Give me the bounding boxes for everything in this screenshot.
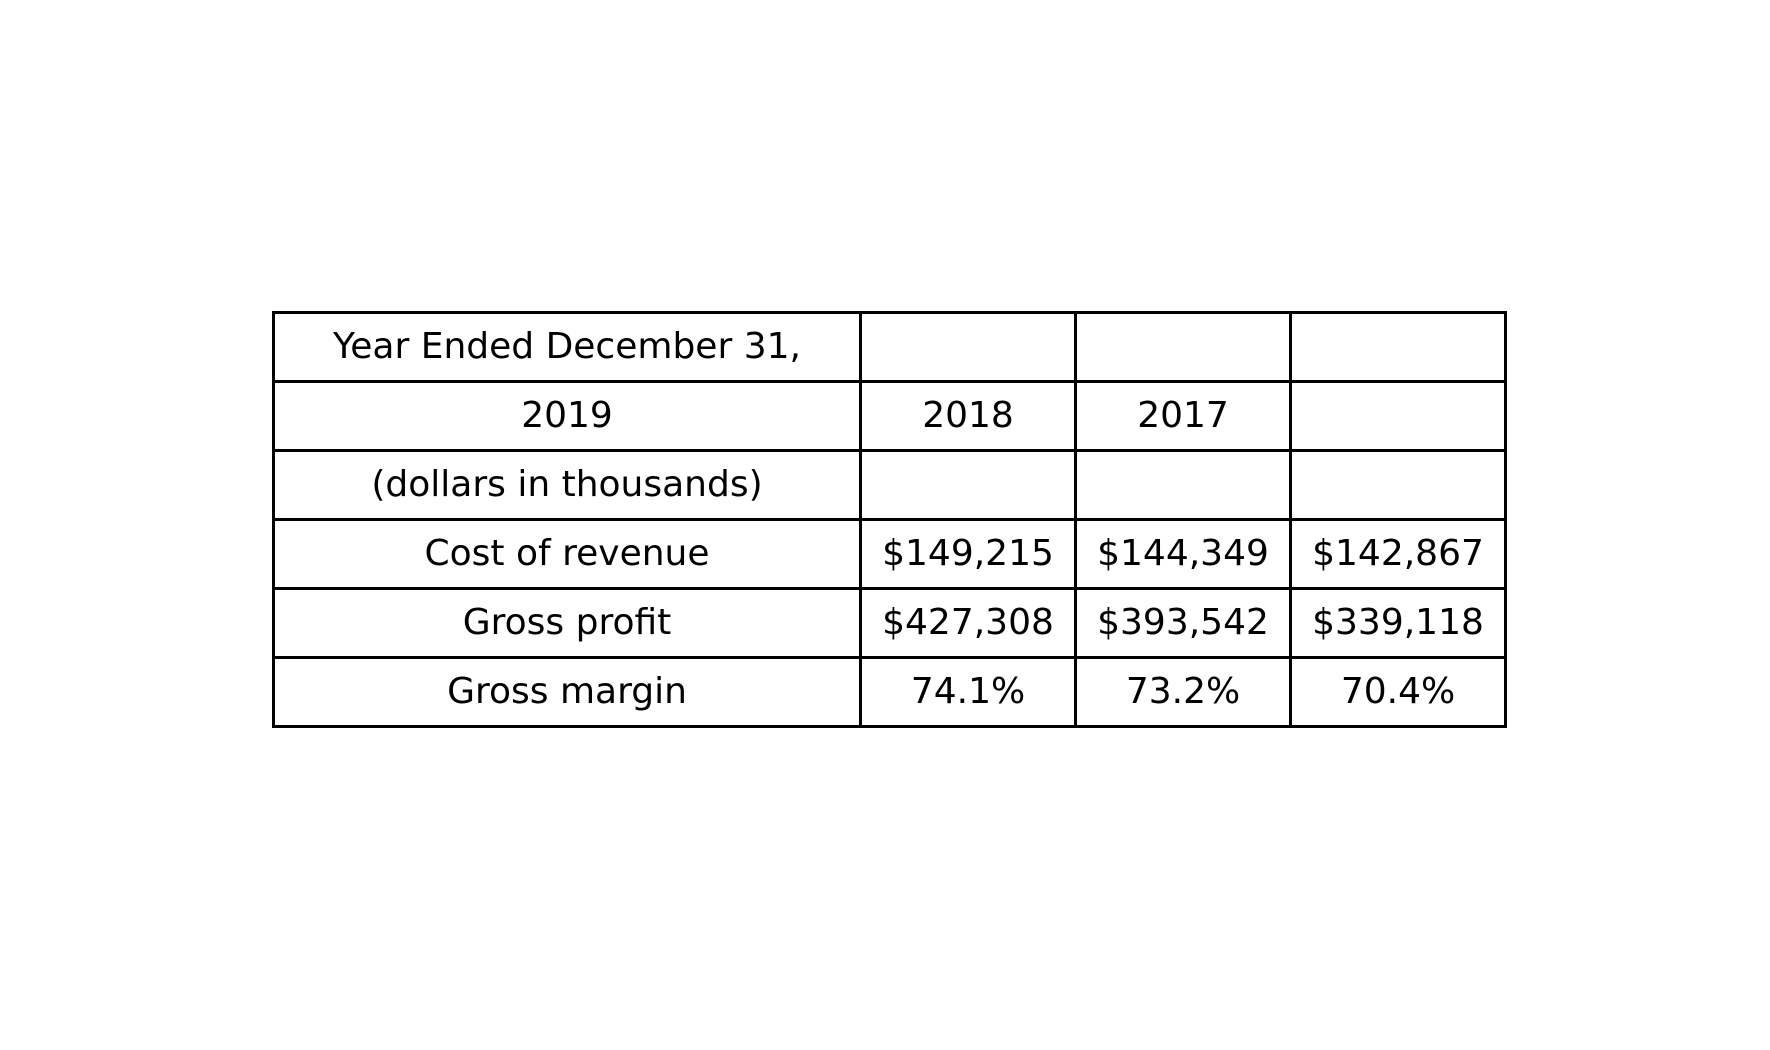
table-cell xyxy=(1074,311,1292,383)
table-cell: $142,867 xyxy=(1289,518,1507,590)
table-cell: 2018 xyxy=(859,380,1077,452)
table-cell xyxy=(1074,449,1292,521)
table-row-gross-profit: Gross profit $427,308 $393,542 $339,118 xyxy=(272,587,1507,659)
table-cell: $393,542 xyxy=(1074,587,1292,659)
table-cell xyxy=(1289,380,1507,452)
table-cell: Gross margin xyxy=(272,656,862,728)
table-cell xyxy=(859,311,1077,383)
table-cell: $144,349 xyxy=(1074,518,1292,590)
table-cell: Cost of revenue xyxy=(272,518,862,590)
table-cell: $339,118 xyxy=(1289,587,1507,659)
table-cell: (dollars in thousands) xyxy=(272,449,862,521)
table-cell: 74.1% xyxy=(859,656,1077,728)
table-row-header-units: (dollars in thousands) xyxy=(272,449,1507,521)
table-cell: 2017 xyxy=(1074,380,1292,452)
table-row-header-period: Year Ended December 31, xyxy=(272,311,1507,383)
table-cell: $427,308 xyxy=(859,587,1077,659)
financial-table: Year Ended December 31, 2019 2018 2017 (… xyxy=(272,311,1507,728)
table-cell xyxy=(859,449,1077,521)
table-cell: Year Ended December 31, xyxy=(272,311,862,383)
table-row-header-years: 2019 2018 2017 xyxy=(272,380,1507,452)
table-cell: 2019 xyxy=(272,380,862,452)
table-cell xyxy=(1289,449,1507,521)
table-row-gross-margin: Gross margin 74.1% 73.2% 70.4% xyxy=(272,656,1507,728)
table-row-cost-of-revenue: Cost of revenue $149,215 $144,349 $142,8… xyxy=(272,518,1507,590)
table-cell: 70.4% xyxy=(1289,656,1507,728)
table-cell: Gross profit xyxy=(272,587,862,659)
table-cell: $149,215 xyxy=(859,518,1077,590)
table-cell xyxy=(1289,311,1507,383)
table-cell: 73.2% xyxy=(1074,656,1292,728)
